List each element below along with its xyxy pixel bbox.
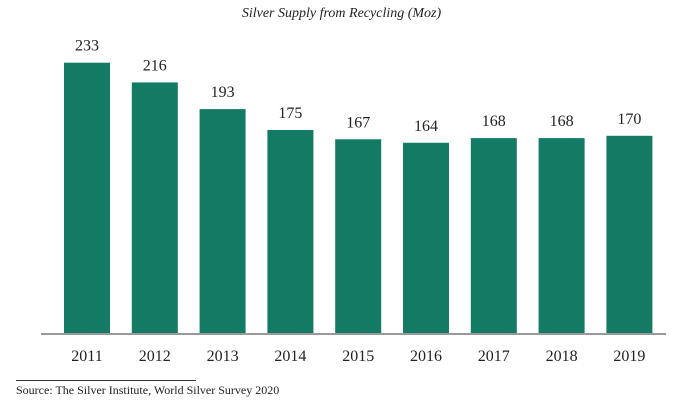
data-label-2013: 193 [211,84,235,101]
data-label-2019: 170 [617,111,641,128]
bar-2015 [335,139,382,333]
x-tick-label-2014: 2014 [274,348,306,365]
data-label-2017: 168 [482,113,506,130]
data-label-2012: 216 [143,57,167,74]
source-divider [16,380,196,381]
data-label-2016: 164 [414,118,438,135]
x-tick-label-2019: 2019 [613,348,645,365]
source-note: Source: The Silver Institute, World Silv… [16,383,280,397]
data-label-2014: 175 [278,105,302,122]
bar-2011 [64,62,110,333]
bar-2017 [470,138,517,333]
x-tick-label-2017: 2017 [478,348,510,365]
bar-2018 [538,138,585,333]
x-tick-label-2015: 2015 [342,348,374,365]
data-label-2011: 233 [75,38,99,55]
x-tick-label-2016: 2016 [410,348,442,365]
x-tick-label-2013: 2013 [207,348,239,365]
chart-title: Silver Supply from Recycling (Moz) [241,6,442,21]
bar-2014 [267,130,314,333]
x-tick-label-2011: 2011 [71,348,102,365]
bar-2013 [199,109,246,334]
x-tick-label-2018: 2018 [546,348,578,365]
data-label-2015: 167 [346,114,370,131]
bar-2012 [131,82,178,333]
bar-2016 [403,142,449,333]
bar-2019 [606,135,653,333]
data-label-2018: 168 [550,113,574,130]
x-tick-label-2012: 2012 [139,348,171,365]
